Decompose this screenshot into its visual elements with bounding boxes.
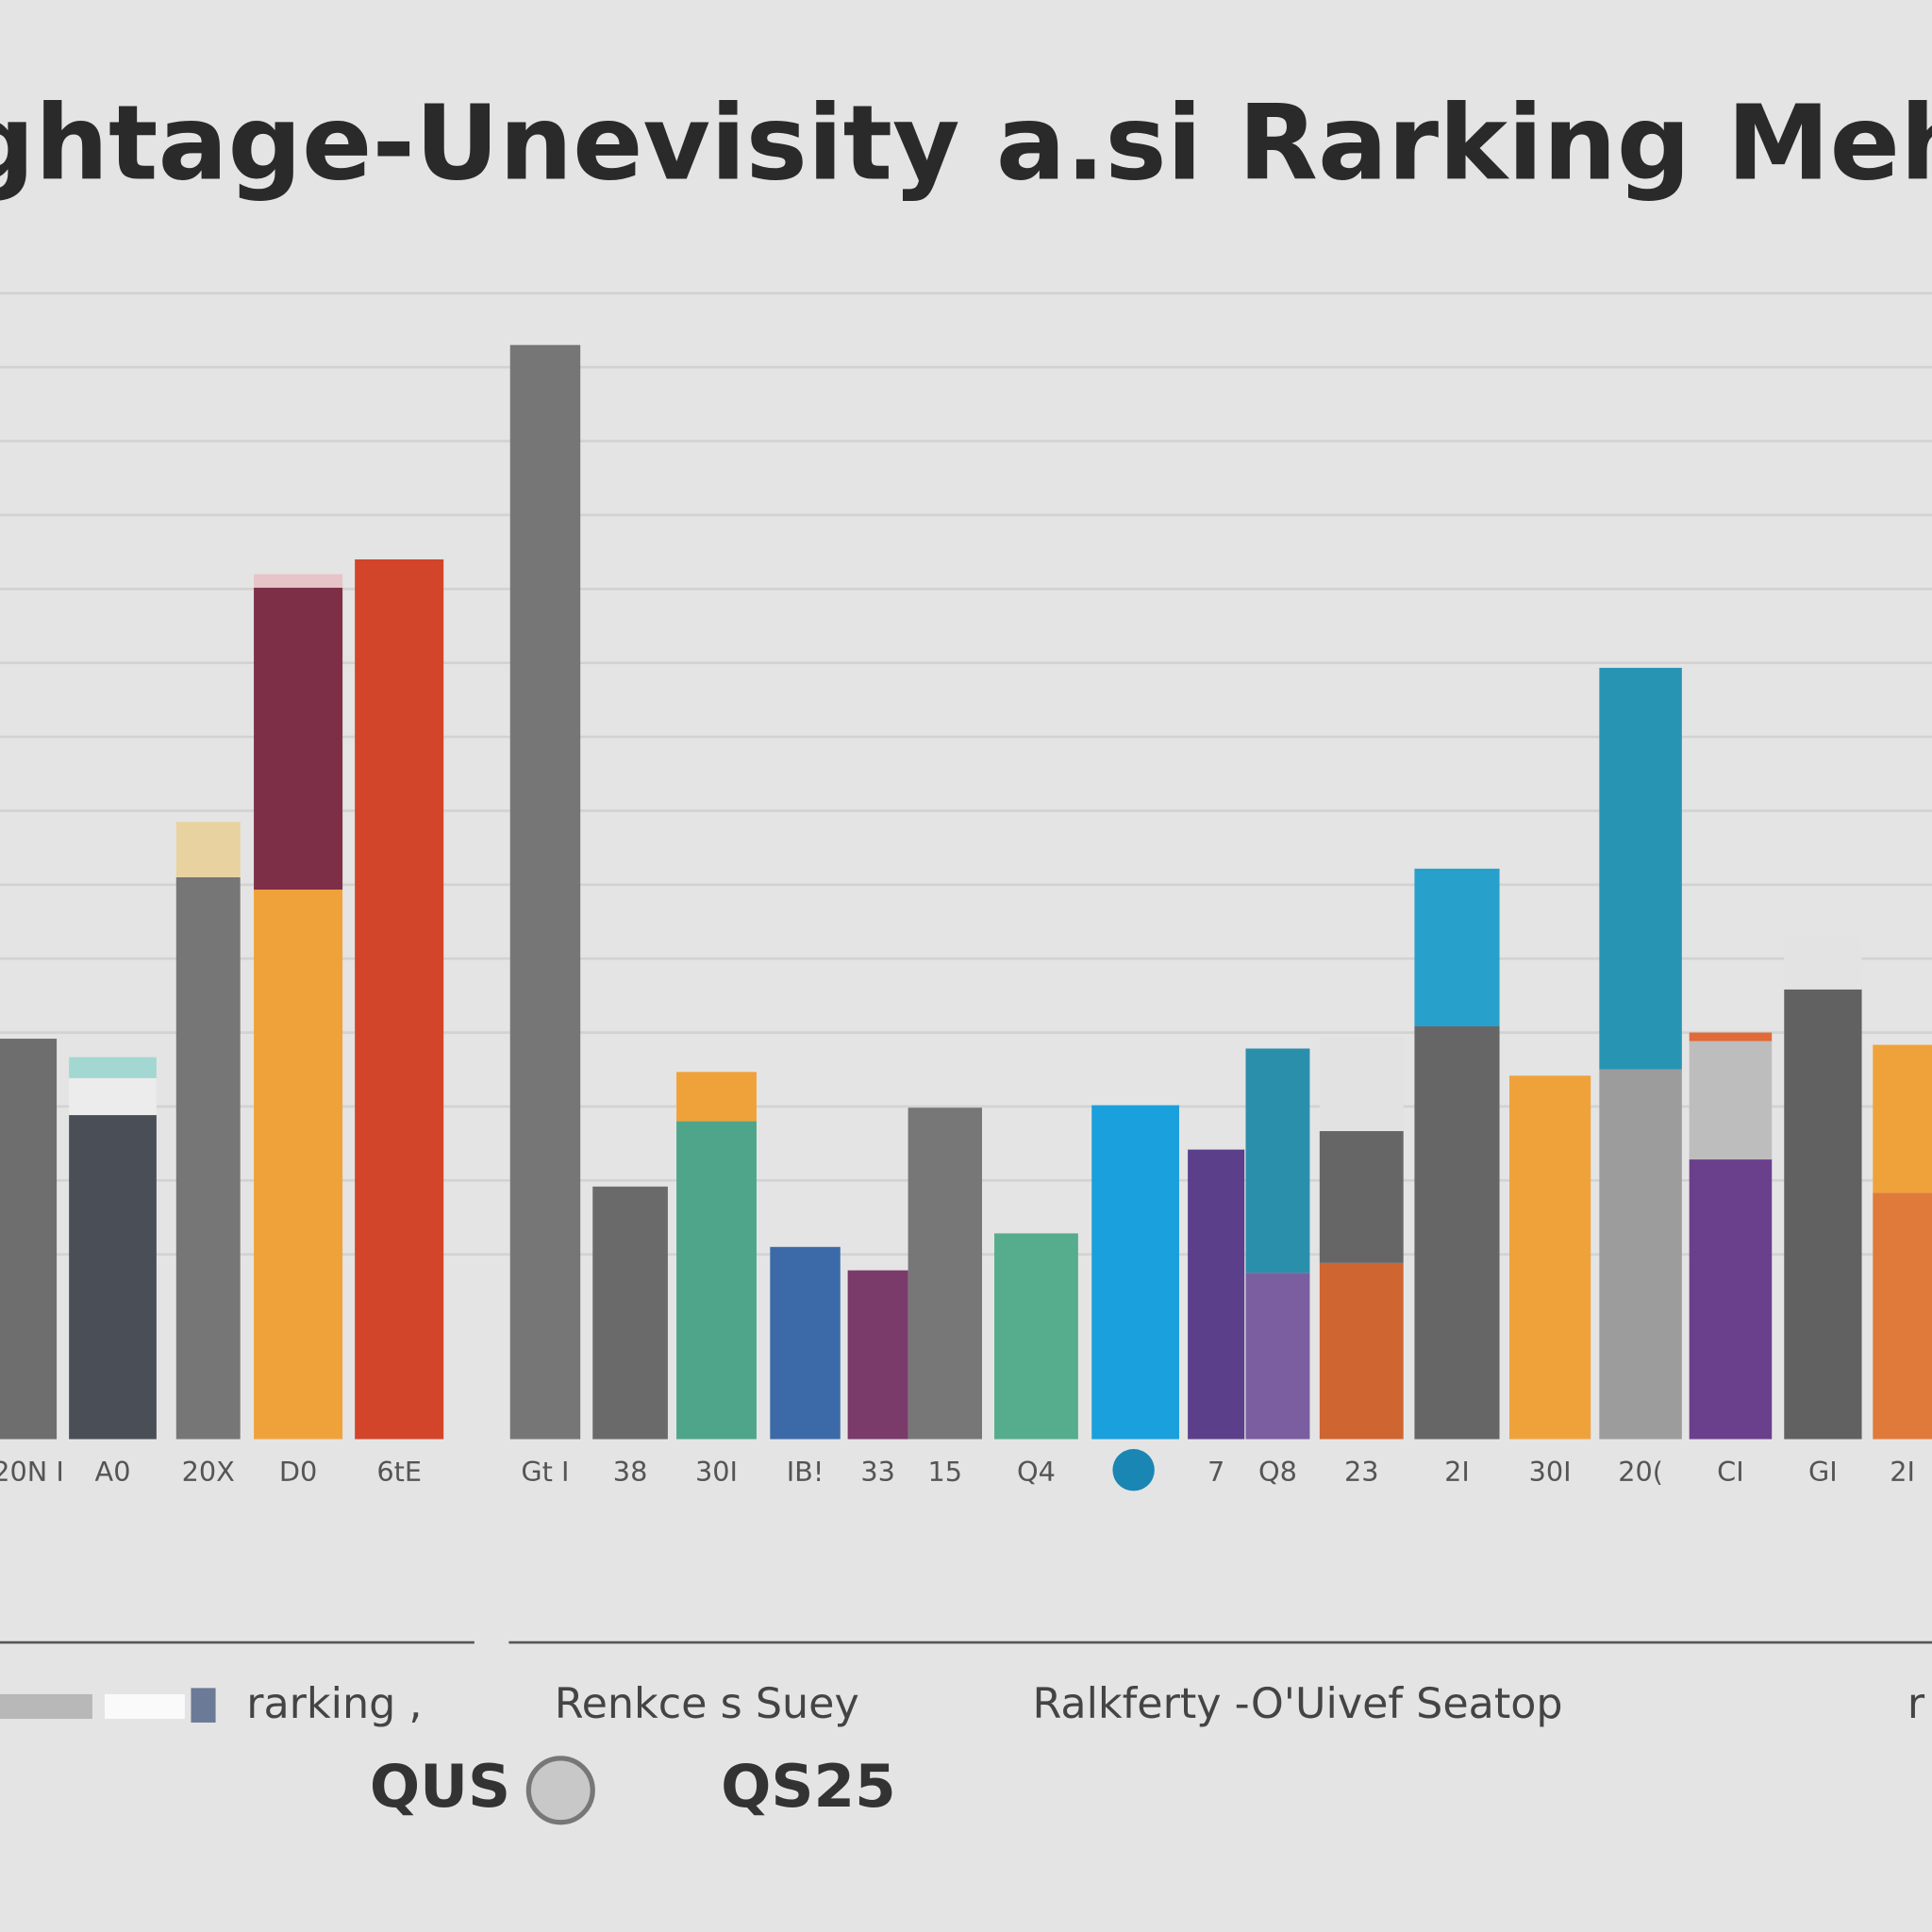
bar-segment [0, 1039, 58, 1440]
x-tick-label: 6tE [376, 1456, 422, 1488]
legend-swatch [105, 1693, 185, 1720]
x-tick-label: Q8 [1258, 1456, 1297, 1488]
bar-segment [1784, 936, 1862, 990]
x-tick-label: D0 [279, 1456, 317, 1488]
x-tick-label: 30I [695, 1456, 738, 1488]
bar-segment [1319, 1037, 1404, 1132]
bar-segment [676, 1072, 757, 1122]
bar-segment [592, 1186, 668, 1440]
brand-label: QUS [370, 1752, 510, 1821]
bar-segment [69, 1077, 157, 1116]
x-tick-label: 20( [1618, 1456, 1663, 1488]
bar-segment [994, 1233, 1078, 1440]
legend-label: Ralkferty -O'Uivef Seatop [1033, 1680, 1563, 1728]
x-tick-label: IB! [787, 1456, 824, 1488]
bar-segment [1689, 1041, 1773, 1160]
x-tick-label: 38 [613, 1456, 648, 1488]
legend-label: r [1907, 1680, 1925, 1728]
bar-segment [1319, 1262, 1404, 1440]
bar-segment [1599, 1069, 1682, 1440]
bar-segment [770, 1246, 841, 1440]
bar-segment [355, 558, 444, 1440]
x-tick-label: 33 [860, 1456, 895, 1488]
bar-segment [1509, 1075, 1591, 1440]
bar-segment [254, 588, 343, 891]
bar-segment [1689, 1032, 1773, 1041]
bar-segment [175, 876, 241, 1440]
bar-segment [1188, 1149, 1245, 1440]
bar-segment [1245, 1048, 1310, 1274]
x-tick-label: A0 [95, 1456, 131, 1488]
x-tick-label: CI [1717, 1456, 1744, 1488]
x-tick-label: 30I [1529, 1456, 1572, 1488]
x-tick-label: 2I [1890, 1456, 1915, 1488]
brand-label: QS25 [721, 1752, 896, 1821]
bar-segment [1091, 1105, 1179, 1440]
bar-segment [676, 1121, 757, 1440]
marker-dot [1112, 1449, 1155, 1491]
bar-segment [1873, 1192, 1932, 1440]
bar-segment [1414, 868, 1500, 1026]
bar-segment [254, 890, 343, 1440]
chart-title: Veghtage-Unevisity a.si Rarking Mehoo [0, 83, 1932, 204]
bar-segment [69, 1057, 157, 1078]
legend-label: rarking , [246, 1680, 422, 1728]
legend-swatch [0, 1693, 92, 1720]
brand-icon [525, 1756, 595, 1825]
x-tick-label: GI [1808, 1456, 1838, 1488]
x-tick-label: 2I [1444, 1456, 1470, 1488]
x-tick-label: 15 [928, 1456, 963, 1488]
bar-segment [1319, 1131, 1404, 1263]
x-tick-label: 20N I [0, 1456, 64, 1488]
legend-label: Renkce s Suey [555, 1680, 859, 1728]
x-tick-label: Gt I [521, 1456, 569, 1488]
bar-segment [1414, 1026, 1500, 1440]
bar-segment [847, 1270, 908, 1440]
x-tick-label: 23 [1344, 1456, 1379, 1488]
bar-segment [509, 344, 581, 1440]
bar-segment [1873, 1044, 1932, 1193]
legend-icon [191, 1688, 216, 1723]
bar-segment [69, 1115, 157, 1440]
bar-segment [908, 1108, 982, 1440]
bar-segment [1599, 667, 1682, 1070]
bar-segment [1689, 1159, 1773, 1440]
x-tick-label: Q4 [1017, 1456, 1056, 1488]
bar-segment [1784, 989, 1862, 1440]
bar-segment [175, 822, 241, 877]
bar-segment [1245, 1273, 1310, 1440]
x-tick-label: 7 [1208, 1456, 1224, 1488]
x-tick-label: 20X [182, 1456, 235, 1488]
bar-segment [254, 574, 343, 589]
